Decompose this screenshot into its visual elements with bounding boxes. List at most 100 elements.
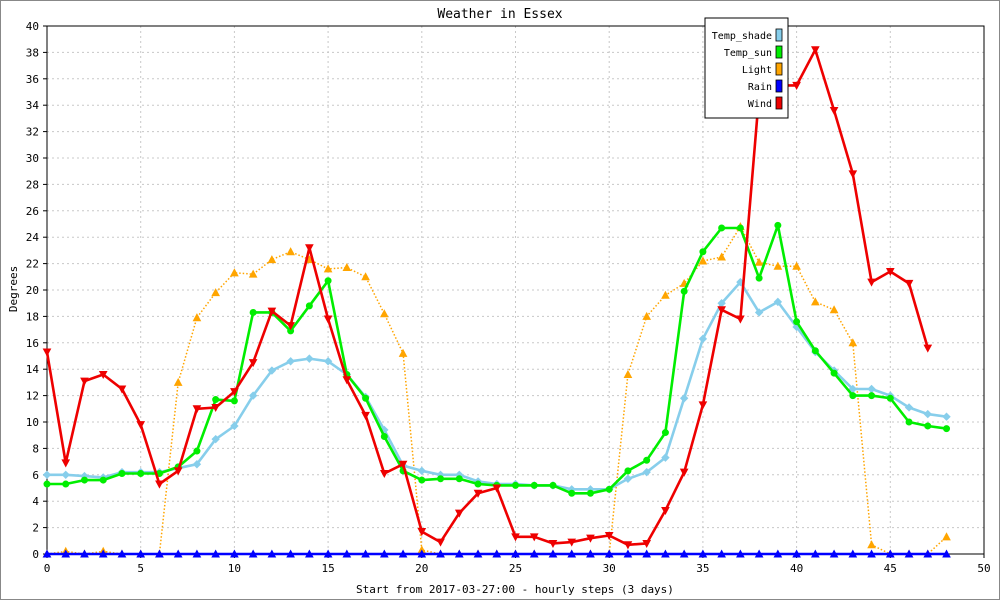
series-layer [42, 46, 951, 558]
point-wind [173, 467, 183, 476]
point-wind [736, 315, 745, 324]
point-light [379, 309, 389, 318]
point-temp-shade [904, 403, 914, 412]
point-light [267, 255, 277, 264]
point-wind [267, 307, 277, 316]
grid-layer [47, 26, 984, 554]
y-tick-label: 0 [32, 548, 39, 561]
y-tick-label: 2 [32, 522, 39, 535]
point-wind [604, 532, 614, 541]
point-temp-shade [305, 354, 314, 363]
y-tick-label: 4 [32, 495, 39, 508]
legend-swatch-wind [775, 96, 783, 110]
point-light [754, 257, 764, 266]
x-tick-label: 35 [696, 562, 709, 575]
point-wind [848, 170, 858, 179]
point-temp-sun [849, 392, 857, 400]
point-rain [155, 549, 164, 558]
point-rain [173, 549, 183, 558]
point-wind [567, 538, 577, 547]
point-wind [811, 46, 820, 55]
y-tick-label: 14 [26, 363, 40, 376]
point-rain [848, 549, 858, 558]
point-temp-sun [212, 396, 220, 404]
point-light [848, 338, 858, 347]
point-temp-shade [642, 467, 651, 477]
point-light [361, 272, 370, 281]
point-rain [661, 549, 670, 558]
point-temp-shade [754, 308, 764, 317]
y-tick-label: 8 [32, 442, 39, 455]
point-light [342, 263, 352, 272]
x-tick-label: 15 [321, 562, 334, 575]
point-temp-sun [661, 429, 669, 437]
point-temp-shade [623, 474, 633, 483]
point-rain [904, 549, 914, 558]
legend-swatch-temp-shade [775, 28, 783, 42]
point-temp-sun [774, 221, 782, 229]
point-temp-sun [755, 274, 763, 282]
point-temp-sun [305, 302, 313, 310]
point-wind [61, 459, 71, 468]
y-tick-label: 20 [26, 284, 39, 297]
point-wind [529, 533, 539, 542]
point-wind [248, 359, 258, 368]
point-rain [398, 549, 408, 558]
y-tick-label: 26 [26, 205, 39, 218]
x-tick-label: 30 [603, 562, 616, 575]
point-rain [548, 549, 558, 558]
point-wind [98, 370, 108, 380]
point-rain [454, 549, 464, 558]
point-rain [529, 549, 539, 558]
y-tick-label: 38 [26, 46, 39, 59]
series-line-light [46, 225, 948, 555]
y-tick-label: 28 [26, 178, 39, 191]
point-wind [454, 509, 464, 518]
point-rain [754, 549, 764, 558]
point-temp-sun [512, 481, 519, 489]
point-rain [192, 549, 202, 558]
legend-label-temp-shade: Temp_shade [712, 31, 772, 42]
point-temp-sun [118, 469, 126, 477]
x-tick-label: 0 [44, 562, 51, 575]
legend-box [704, 17, 789, 119]
point-rain [98, 549, 108, 558]
point-rain [773, 549, 783, 558]
point-light [661, 290, 670, 299]
point-light [211, 288, 220, 297]
point-light [642, 311, 652, 320]
point-wind [792, 81, 801, 90]
point-light [829, 305, 839, 314]
point-wind [904, 279, 914, 288]
point-wind [417, 528, 427, 537]
point-temp-sun [605, 485, 613, 493]
point-light [230, 268, 239, 277]
point-light [323, 264, 333, 273]
x-axis-label: Start from 2017-03-27:00 - hourly steps … [356, 583, 674, 596]
series-wind [42, 46, 933, 550]
point-temp-sun [699, 248, 707, 256]
point-rain [511, 549, 520, 558]
point-rain [42, 549, 52, 558]
point-rain [567, 549, 577, 558]
point-temp-shade [211, 434, 220, 444]
point-temp-sun [549, 481, 557, 489]
point-temp-sun [886, 394, 894, 402]
point-wind [623, 541, 633, 550]
y-tick-label: 36 [26, 73, 39, 86]
point-temp-sun [62, 480, 70, 488]
point-temp-sun [455, 475, 463, 483]
point-light [173, 377, 183, 386]
point-rain [361, 549, 370, 558]
point-temp-sun [624, 467, 632, 475]
point-light [867, 540, 876, 549]
point-temp-shade [286, 357, 295, 366]
point-rain [248, 549, 258, 558]
legend-swatch-light [775, 62, 783, 76]
point-temp-sun [437, 475, 445, 483]
point-temp-sun [568, 489, 576, 497]
point-wind [323, 315, 333, 324]
point-rain [305, 549, 314, 558]
point-temp-shade [942, 412, 951, 421]
point-temp-sun [137, 469, 145, 477]
